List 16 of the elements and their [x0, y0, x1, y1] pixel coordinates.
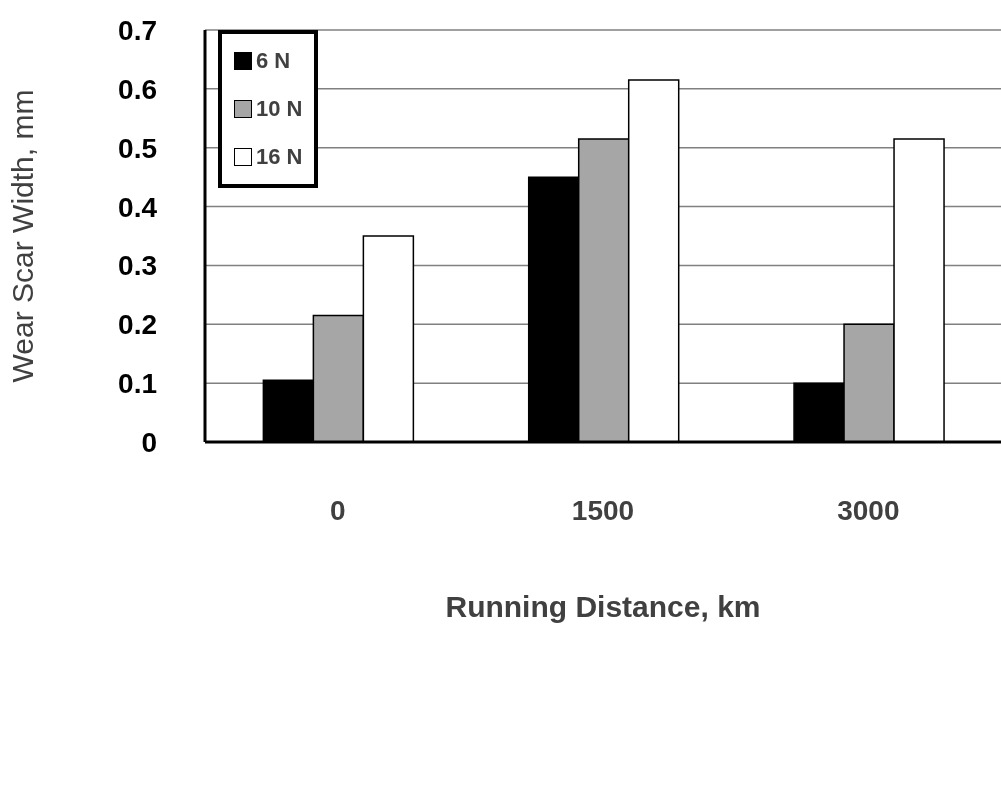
y-tick-label: 0.2	[118, 309, 157, 341]
y-tick-label: 0.7	[118, 14, 157, 46]
y-tick-label: 0	[141, 426, 157, 458]
x-tick-label: 0	[329, 494, 346, 526]
legend-label: 10 N	[256, 96, 303, 122]
legend-label: 16 N	[256, 144, 303, 170]
legend-label: 6 N	[256, 48, 291, 74]
y-tick-label: 0.4	[118, 191, 158, 223]
y-tick-label: 0.3	[118, 250, 157, 282]
y-tick-label: 0.5	[118, 132, 157, 164]
y-tick-label: 0.1	[118, 368, 157, 400]
x-tick-label: 1500	[571, 494, 635, 526]
y-tick-label: 0.6	[118, 73, 157, 105]
y-axis-title: Wear Scar Width, mm	[5, 89, 39, 383]
x-axis-title: Running Distance, km	[445, 590, 761, 623]
x-tick-label: 3000	[837, 494, 900, 526]
